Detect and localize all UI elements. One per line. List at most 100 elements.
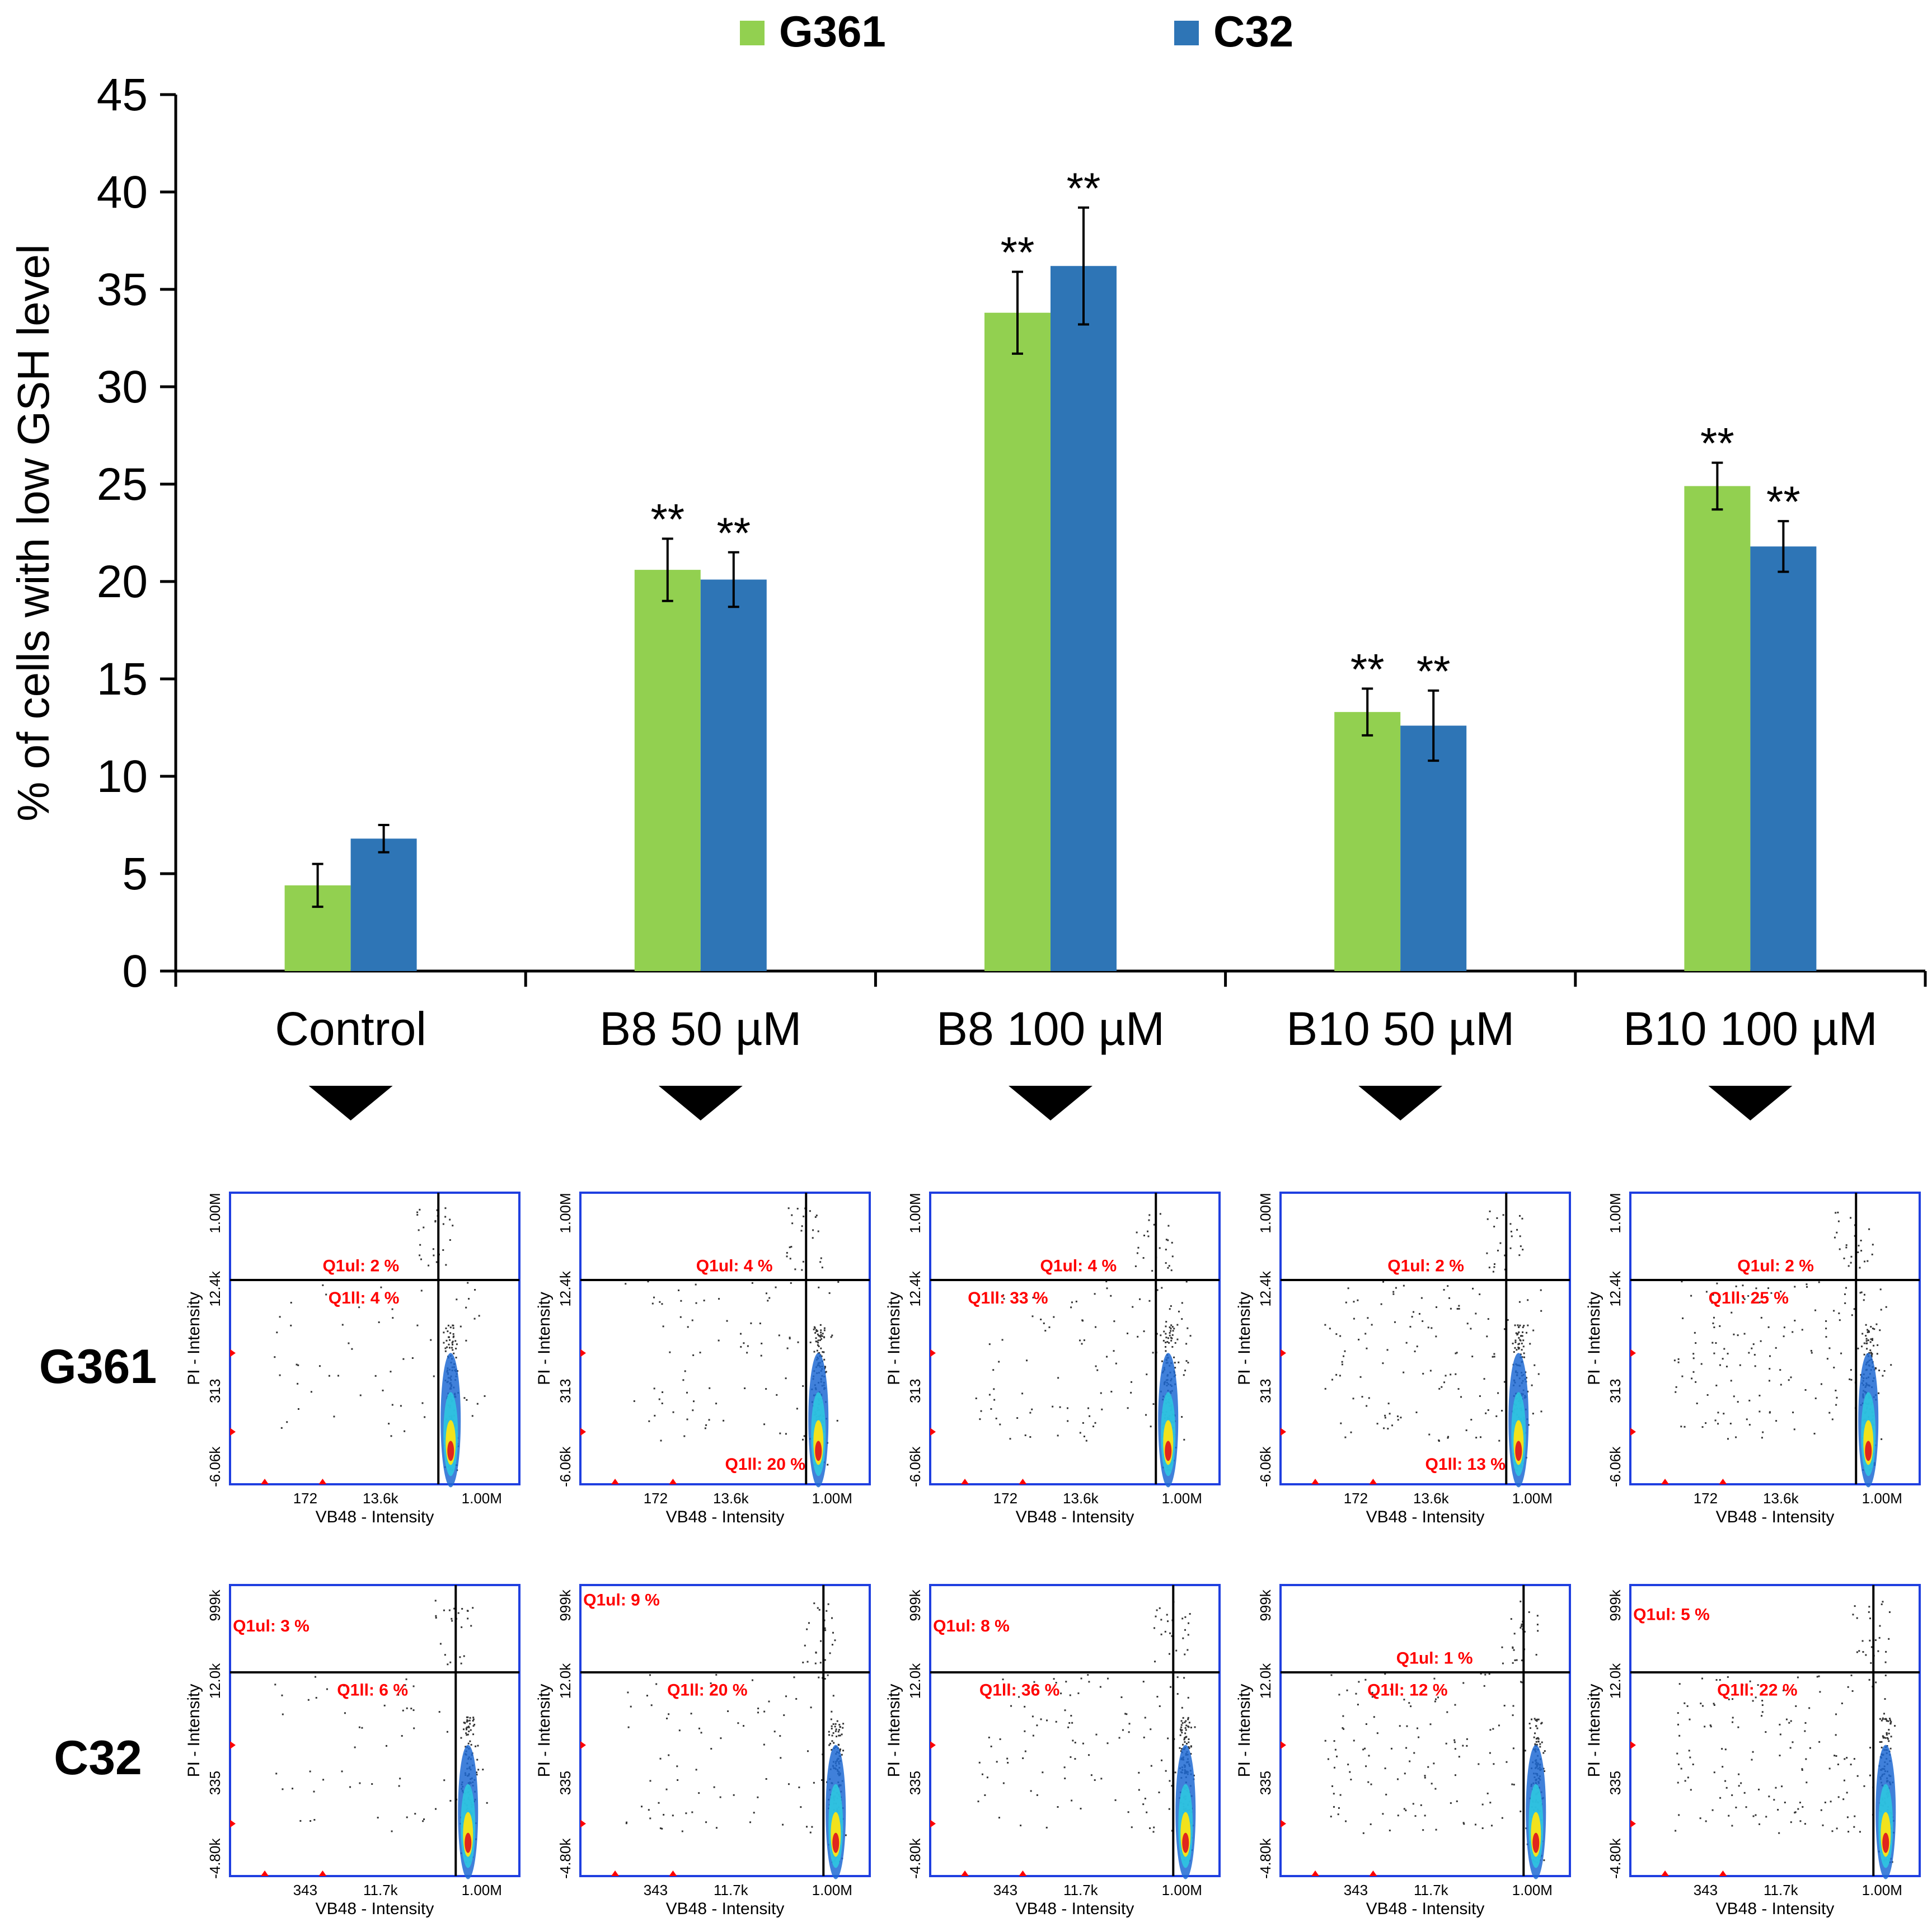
- scatter-dot: [1408, 1702, 1410, 1704]
- axis-marker-icon: [930, 1428, 936, 1436]
- scatter-dot: [1187, 1717, 1189, 1719]
- scatter-dot: [1495, 1415, 1498, 1417]
- scatter-dot: [1521, 1342, 1523, 1344]
- scatter-dot: [1134, 1265, 1137, 1267]
- scatter-dot: [1184, 1721, 1186, 1723]
- axis-marker-icon: [1719, 1479, 1727, 1484]
- scatter-dot: [1519, 1235, 1521, 1237]
- scatter-dot: [820, 1329, 822, 1331]
- scatter-dot: [1686, 1705, 1689, 1707]
- scatter-dot: [341, 1770, 343, 1773]
- scatter-dot: [1345, 1301, 1347, 1304]
- scatter-dot: [786, 1255, 788, 1258]
- scatter-dot: [816, 1349, 818, 1352]
- scatter-dot: [813, 1351, 815, 1353]
- scatter-dot: [402, 1709, 404, 1712]
- scatter-dot: [831, 1617, 833, 1619]
- scatter-dot: [1502, 1662, 1504, 1665]
- scatter-dot: [467, 1742, 470, 1745]
- scatter-dot: [1163, 1330, 1165, 1333]
- scatter-dot: [661, 1402, 663, 1404]
- scatter-dot: [1799, 1802, 1801, 1804]
- scatter-dot: [1007, 1762, 1009, 1764]
- scatter-dot: [715, 1827, 718, 1829]
- scatter-dot: [1343, 1355, 1345, 1357]
- scatter-dot: [692, 1409, 694, 1412]
- scatter-dot: [1806, 1781, 1808, 1784]
- y-tick-label: 335: [907, 1771, 923, 1795]
- scatter-dot: [1532, 1329, 1535, 1331]
- scatter-dot: [1521, 1623, 1523, 1625]
- scatter-dot: [1486, 1218, 1489, 1220]
- density-cluster-core: [1515, 1441, 1522, 1461]
- scatter-dot: [1371, 1696, 1373, 1698]
- scatter-dot: [802, 1438, 804, 1441]
- bar: [350, 838, 417, 971]
- scatter-dot: [1531, 1384, 1533, 1386]
- significance-marker: **: [1001, 228, 1035, 277]
- scatter-dot: [979, 1418, 981, 1420]
- scatter-dot: [1057, 1434, 1059, 1437]
- scatter-dot: [838, 1734, 840, 1737]
- scatter-dot: [1340, 1422, 1342, 1424]
- scatter-dot: [1131, 1826, 1133, 1828]
- scatter-dot: [796, 1408, 798, 1410]
- scatter-dot: [1490, 1825, 1493, 1827]
- scatter-dot: [359, 1782, 361, 1784]
- scatter-dot: [451, 1347, 453, 1349]
- gate-label-ul: Q1ul: 2 %: [1737, 1257, 1814, 1276]
- scatter-dot: [1872, 1244, 1874, 1246]
- scatter-dot: [434, 1600, 437, 1602]
- scatter-dot: [1735, 1285, 1737, 1287]
- scatter-dot: [1680, 1767, 1682, 1770]
- scatter-dot: [1167, 1267, 1169, 1269]
- scatter-dot: [1797, 1676, 1799, 1678]
- scatter-dot: [1689, 1756, 1691, 1759]
- x-tick-label: 172: [644, 1490, 668, 1507]
- scatter-dot: [401, 1735, 403, 1737]
- scatter-dot: [1171, 1345, 1174, 1348]
- scatter-dot: [812, 1237, 814, 1239]
- scatter-dot: [1470, 1419, 1473, 1421]
- scatter-dot: [641, 1806, 643, 1808]
- scatter-dot: [699, 1352, 701, 1354]
- scatter-dot: [467, 1726, 470, 1728]
- scatter-dot: [1743, 1333, 1746, 1335]
- scatter-dot: [661, 1303, 663, 1305]
- x-tick-label: 11.7k: [1764, 1882, 1799, 1898]
- scatter-dot: [783, 1714, 785, 1717]
- scatter-dot: [1183, 1677, 1185, 1679]
- scatter-dot: [1082, 1320, 1084, 1322]
- scatter-dot: [981, 1773, 983, 1775]
- scatter-dot: [404, 1684, 406, 1686]
- scatter-dot: [1732, 1721, 1734, 1723]
- scatter-dot: [815, 1652, 817, 1654]
- down-arrow-icon: [658, 1086, 743, 1120]
- scatter-dot: [1524, 1750, 1526, 1752]
- scatter-dot: [1520, 1625, 1522, 1627]
- scatter-dot: [1344, 1350, 1346, 1352]
- scatter-dot: [1042, 1771, 1044, 1774]
- scatter-dot: [452, 1327, 454, 1329]
- scatter-dot: [1080, 1807, 1082, 1809]
- legend-label: C32: [1213, 7, 1293, 56]
- scatter-dot: [1544, 1750, 1546, 1752]
- scatter-dot: [1746, 1418, 1748, 1420]
- scatter-dot: [1519, 1215, 1521, 1217]
- scatter-dot: [453, 1335, 455, 1338]
- scatter-dot: [747, 1345, 749, 1347]
- scatter-dot: [1158, 1792, 1160, 1794]
- scatter-dot: [1357, 1704, 1359, 1706]
- y-tick-label: 10: [97, 751, 148, 802]
- scatter-dot: [1434, 1700, 1436, 1703]
- scatter-dot: [1071, 1722, 1073, 1724]
- scatter-dot: [1064, 1709, 1066, 1712]
- scatter-dot: [1190, 1745, 1192, 1747]
- scatter-dot: [1882, 1736, 1884, 1738]
- scatter-dot: [1540, 1723, 1542, 1725]
- significance-marker: **: [716, 508, 751, 557]
- scatter-dot: [1031, 1715, 1034, 1718]
- scatter-dot: [1850, 1262, 1852, 1264]
- scatter-dot: [1865, 1324, 1867, 1326]
